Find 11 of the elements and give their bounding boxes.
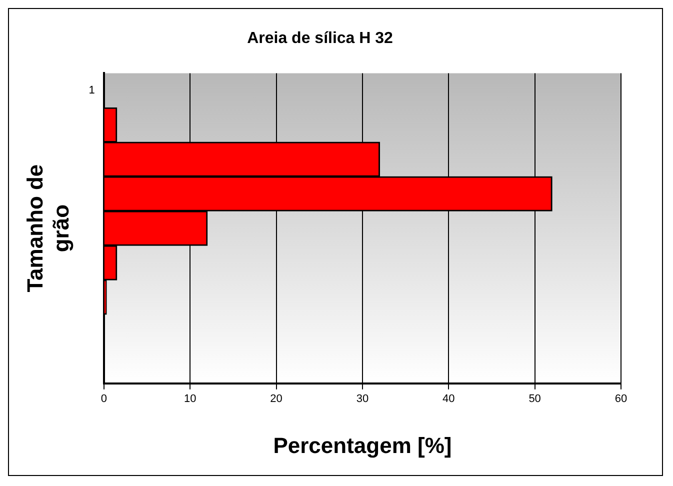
y-axis-title: Tamanho de grão (22, 164, 74, 292)
x-tick-label: 40 (442, 393, 455, 406)
y-tick-label: 1 (88, 84, 95, 96)
x-tick-label: 0 (100, 393, 107, 406)
chart-title: Areia de sílica H 32 (247, 30, 394, 48)
x-tick-label: 10 (184, 393, 196, 406)
x-axis-title: Percentagem [%] (273, 432, 452, 458)
x-tick-label: 60 (614, 393, 628, 406)
x-tick-label: 20 (270, 393, 282, 406)
x-tick-label: 50 (528, 393, 541, 406)
x-tick-label: 30 (356, 393, 369, 406)
